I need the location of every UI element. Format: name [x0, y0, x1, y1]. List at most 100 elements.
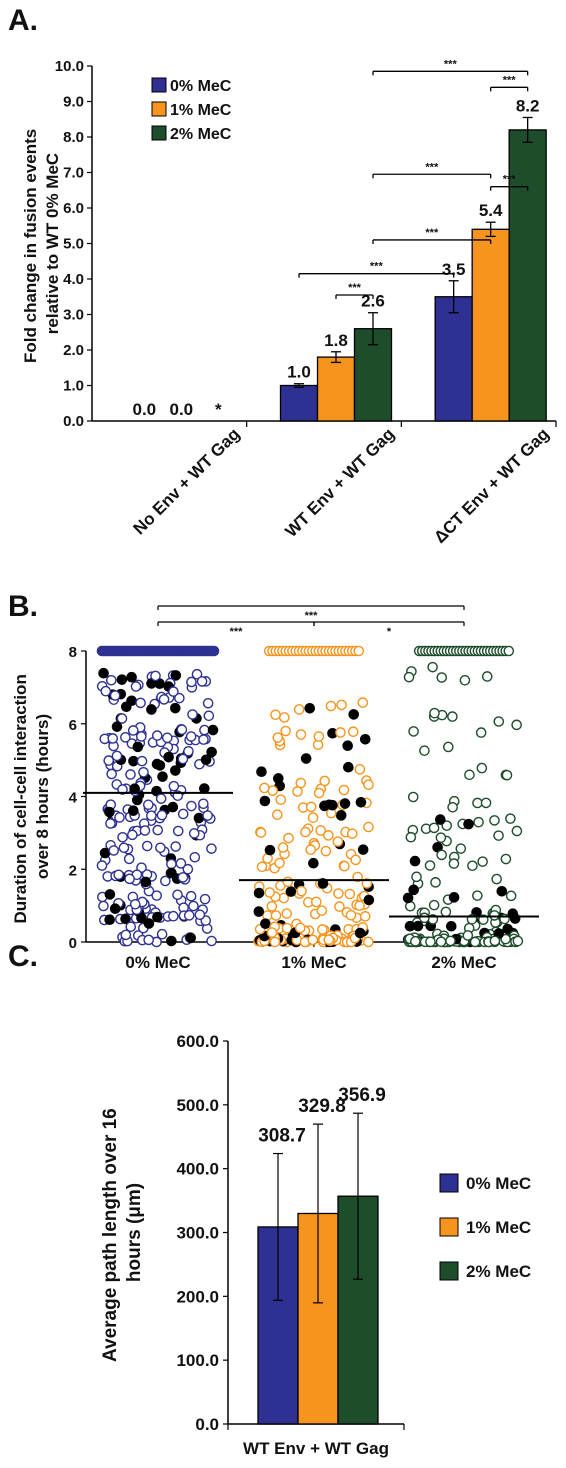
panel-c-y-tick-label: 300.0: [176, 1224, 219, 1243]
panel-b-point: [500, 853, 512, 865]
panel-b-point: [196, 676, 208, 687]
panel-b-point: [489, 910, 500, 921]
panel-b-point: [275, 794, 287, 806]
panel-b-significance-label: ***: [230, 626, 244, 638]
panel-b-point: [357, 697, 369, 708]
panel-b-point: [441, 820, 453, 831]
panel-b-point: [185, 890, 197, 902]
panel-b-point: [143, 799, 154, 811]
panel-a-legend-label: 2% MeC: [170, 126, 232, 143]
panel-b-point: [186, 676, 197, 688]
panel-b-point: [186, 800, 197, 812]
panel-b-category-label: 2% MeC: [431, 953, 496, 972]
panel-b-point: [317, 878, 329, 889]
panel-b-point: [139, 825, 151, 836]
panel-a-significance-label: ***: [348, 282, 362, 294]
panel-b-category-label: 1% MeC: [281, 953, 346, 972]
panel-b-point: [199, 893, 211, 905]
panel-b-point: [172, 889, 183, 901]
panel-b-point: [191, 668, 203, 680]
panel-b-point: [476, 762, 488, 774]
panel-b-point: [402, 892, 414, 904]
panel-a-value-label: 1.8: [324, 331, 348, 350]
panel-b-point: [345, 909, 357, 921]
panel-b-point: [256, 861, 268, 873]
panel-b-point: [194, 909, 206, 921]
panel-b-point: [347, 726, 359, 738]
panel-b-point: [280, 725, 291, 737]
panel-b-point: [260, 918, 271, 930]
panel-b-point: [363, 936, 374, 948]
panel-a-value-label: 1.0: [287, 363, 311, 382]
panel-b-point: [408, 884, 419, 896]
panel-b-point: [283, 832, 294, 844]
panel-a-label: A.: [8, 4, 38, 37]
panel-b-point: [206, 746, 217, 758]
panel-b-point: [199, 783, 210, 794]
panel-b-point: [103, 755, 115, 766]
panel-b-point: [327, 799, 338, 811]
panel-b-point: [206, 843, 217, 854]
panel-b-point: [296, 885, 307, 897]
panel-b-point: [424, 860, 436, 871]
panel-a-significance-label: ***: [503, 74, 517, 86]
panel-b-point: [138, 766, 149, 778]
panel-b-point: [481, 671, 493, 682]
panel-b-point: [363, 894, 375, 906]
panel-b-point: [428, 899, 440, 911]
panel-b-point: [177, 808, 189, 820]
panel-b-point: [412, 920, 424, 932]
panel-b-point: [188, 900, 199, 912]
panel-b-point: [98, 667, 109, 679]
panel-b-y-tick-label: 2: [69, 862, 77, 879]
panel-b-point: [185, 932, 196, 944]
panel-b-point: [120, 732, 131, 743]
panel-b-point: [435, 832, 447, 843]
panel-b-y-tick-label: 6: [69, 717, 77, 734]
panel-c-legend: 0% MeC 1% MeC 2% MeC: [439, 1173, 531, 1281]
panel-b-point: [170, 841, 182, 852]
panel-b-point: [143, 918, 155, 929]
panel-c-value-label: 308.7: [258, 1126, 306, 1147]
panel-b-point: [255, 827, 267, 838]
panel-b-axes: 0 2 4 6 8 0% MeC 1% MeC 2% MeC: [69, 644, 512, 972]
panel-b-point: [443, 741, 454, 753]
panel-a-category-label: WT Env + WT Gag: [282, 424, 399, 541]
panel-b-point: [259, 795, 271, 807]
panel-a-category-label: ΔCT Env + WT Gag: [430, 424, 553, 547]
panel-b-y-axis-title-line2: over 8 hours (hours): [33, 714, 52, 879]
panel-b-point: [269, 936, 281, 948]
panel-b-point: [163, 751, 174, 763]
panel-a-significance: *** *** *** *** *** *** ***: [298, 58, 529, 299]
panel-b-point: [143, 934, 154, 946]
panel-b-point: [480, 797, 492, 809]
panel-b-point: [448, 858, 460, 869]
panel-b-point: [505, 890, 517, 902]
panel-b-point: [176, 724, 188, 736]
panel-b-point: [463, 818, 474, 830]
panel-b-point: [272, 809, 283, 821]
panel-b-point: [313, 731, 325, 742]
panel-a-bar: [279, 384, 319, 422]
panel-b-point: [185, 731, 197, 742]
panel-b-point: [472, 890, 483, 901]
panel-b-point: [270, 709, 281, 721]
panel-a-y-tick-label: 2.0: [63, 342, 84, 359]
panel-b-point: [127, 725, 139, 736]
panel-b-point: [503, 645, 515, 657]
panel-b-point: [183, 745, 194, 757]
panel-a-significance-label: ***: [503, 174, 517, 186]
panel-b-point: [253, 887, 265, 899]
panel-b-point: [440, 906, 452, 918]
panel-b-point: [473, 816, 484, 828]
panel-b-point: [342, 740, 353, 752]
panel-c-y-axis-title-line1: Average path length over 16: [100, 1108, 121, 1362]
panel-c-y-axis-title-line2: hours (μm): [124, 1183, 145, 1282]
panel-b-point: [175, 858, 187, 869]
panel-b-y-tick-label: 0: [69, 935, 77, 952]
panel-b-point: [203, 710, 215, 722]
panel-a-y-tick-label: 6.0: [63, 200, 84, 217]
panel-c-legend-label: 1% MeC: [466, 1218, 531, 1237]
panel-b-point: [182, 863, 194, 875]
panel-a-significance-label: ***: [444, 58, 458, 70]
